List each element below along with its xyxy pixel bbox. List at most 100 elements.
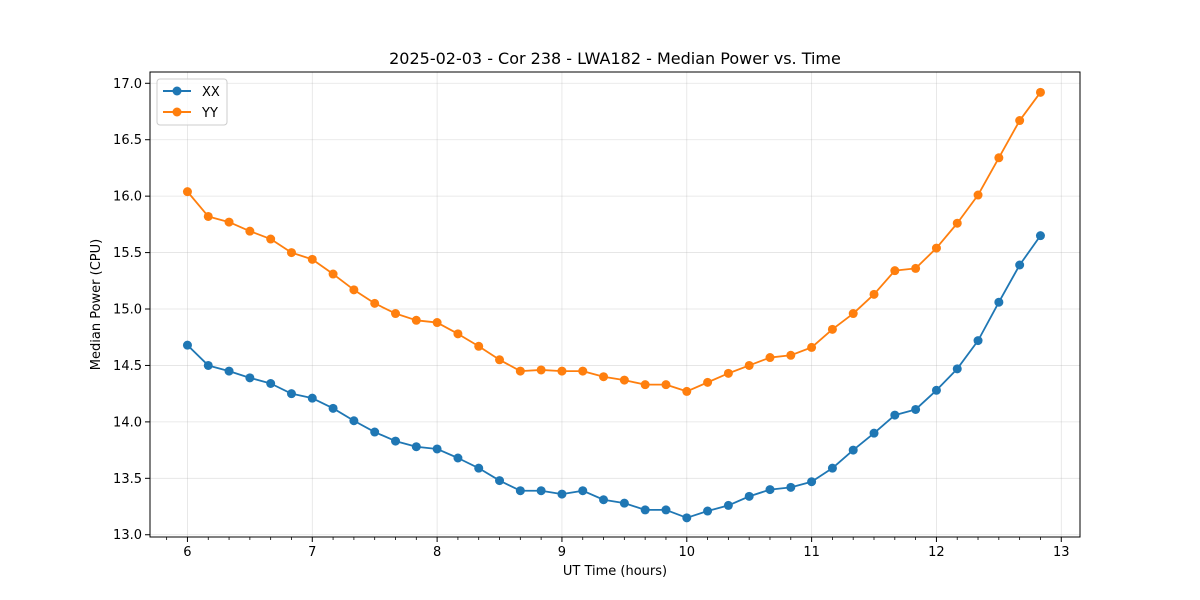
data-point-xx bbox=[848, 445, 858, 455]
plot-frame bbox=[149, 71, 1081, 538]
y-tick-label: 15.0 bbox=[113, 303, 142, 318]
chart-title: 2025-02-03 - Cor 238 - LWA182 - Median P… bbox=[389, 49, 841, 68]
y-tick-label: 16.5 bbox=[113, 133, 142, 148]
y-tick-label: 13.0 bbox=[113, 528, 142, 543]
data-point-xx bbox=[474, 463, 484, 473]
data-point-yy bbox=[765, 353, 775, 363]
data-point-xx bbox=[890, 410, 900, 420]
data-point-xx bbox=[661, 505, 671, 515]
legend-marker-xx bbox=[172, 86, 182, 96]
data-point-yy bbox=[224, 217, 234, 227]
data-point-xx bbox=[578, 486, 588, 496]
data-point-xx bbox=[869, 428, 879, 438]
data-point-xx bbox=[182, 340, 192, 350]
data-point-yy bbox=[1035, 87, 1045, 97]
data-point-yy bbox=[370, 298, 380, 308]
data-point-xx bbox=[515, 486, 525, 496]
data-point-yy bbox=[973, 190, 983, 200]
data-point-yy bbox=[931, 243, 941, 253]
x-tick-label: 9 bbox=[558, 545, 566, 560]
data-point-xx bbox=[224, 366, 234, 376]
y-axis-label: Median Power (CPU) bbox=[89, 239, 104, 370]
data-point-yy bbox=[474, 341, 484, 351]
legend-label-xx: XX bbox=[202, 85, 220, 100]
data-point-yy bbox=[578, 366, 588, 376]
data-point-yy bbox=[391, 309, 401, 319]
data-point-yy bbox=[869, 289, 879, 299]
data-point-yy bbox=[453, 329, 463, 339]
series-layer bbox=[182, 87, 1045, 523]
data-point-yy bbox=[495, 355, 505, 365]
data-point-xx bbox=[286, 389, 296, 399]
data-point-xx bbox=[411, 442, 421, 452]
data-point-yy bbox=[286, 248, 296, 258]
data-point-xx bbox=[536, 486, 546, 496]
data-point-xx bbox=[827, 463, 837, 473]
data-point-yy bbox=[266, 234, 276, 244]
data-point-yy bbox=[245, 226, 255, 236]
data-point-xx bbox=[495, 476, 505, 486]
data-point-xx bbox=[765, 485, 775, 495]
data-point-yy bbox=[911, 263, 921, 273]
data-point-yy bbox=[1015, 116, 1025, 126]
series-yy bbox=[182, 87, 1045, 396]
legend-marker-yy bbox=[172, 107, 182, 117]
data-point-xx bbox=[807, 477, 817, 487]
data-point-yy bbox=[848, 309, 858, 319]
x-tick-label: 8 bbox=[433, 545, 441, 560]
data-point-yy bbox=[827, 324, 837, 334]
data-point-xx bbox=[370, 427, 380, 437]
data-point-xx bbox=[619, 498, 629, 508]
data-point-yy bbox=[994, 153, 1004, 163]
data-point-xx bbox=[307, 393, 317, 403]
data-point-xx bbox=[328, 403, 338, 413]
data-point-xx bbox=[391, 436, 401, 446]
data-point-xx bbox=[203, 360, 213, 370]
data-point-yy bbox=[807, 342, 817, 352]
data-point-xx bbox=[349, 416, 359, 426]
data-point-yy bbox=[744, 360, 754, 370]
data-point-xx bbox=[557, 489, 567, 499]
data-point-yy bbox=[536, 365, 546, 375]
y-tick-label: 15.5 bbox=[113, 246, 142, 261]
data-point-xx bbox=[266, 379, 276, 389]
data-point-yy bbox=[723, 368, 733, 378]
x-axis-label: UT Time (hours) bbox=[563, 564, 667, 579]
data-point-xx bbox=[640, 505, 650, 515]
legend: XX YY bbox=[156, 78, 228, 126]
data-point-yy bbox=[432, 318, 442, 328]
data-point-xx bbox=[911, 404, 921, 414]
data-point-yy bbox=[619, 375, 629, 385]
data-point-xx bbox=[432, 444, 442, 454]
data-point-yy bbox=[411, 315, 421, 325]
data-point-yy bbox=[640, 380, 650, 390]
data-point-yy bbox=[203, 211, 213, 221]
data-point-xx bbox=[723, 500, 733, 510]
data-point-yy bbox=[599, 372, 609, 382]
data-point-xx bbox=[245, 373, 255, 383]
x-tick-label: 13 bbox=[1053, 545, 1070, 560]
x-tick-label: 12 bbox=[928, 545, 945, 560]
legend-label-yy: YY bbox=[201, 106, 218, 121]
ticks: 6 7 8 9 10 11 12 13 13.0 13.5 14.0 14.5 15.0 15.5 16.0… bbox=[113, 77, 1070, 560]
data-point-xx bbox=[994, 297, 1004, 307]
data-point-xx bbox=[973, 336, 983, 346]
data-point-yy bbox=[703, 377, 713, 387]
data-point-xx bbox=[1015, 260, 1025, 270]
data-point-yy bbox=[557, 366, 567, 376]
data-point-yy bbox=[890, 266, 900, 276]
grid bbox=[150, 72, 1080, 537]
series-xx bbox=[182, 231, 1045, 523]
y-tick-label: 13.5 bbox=[113, 472, 142, 487]
data-point-xx bbox=[453, 453, 463, 463]
data-point-yy bbox=[328, 269, 338, 279]
data-point-yy bbox=[786, 350, 796, 360]
data-point-xx bbox=[744, 491, 754, 501]
data-point-yy bbox=[952, 218, 962, 228]
data-point-xx bbox=[952, 364, 962, 374]
data-point-yy bbox=[349, 285, 359, 295]
x-tick-label: 11 bbox=[803, 545, 820, 560]
y-tick-label: 17.0 bbox=[113, 77, 142, 92]
x-tick-label: 10 bbox=[679, 545, 696, 560]
